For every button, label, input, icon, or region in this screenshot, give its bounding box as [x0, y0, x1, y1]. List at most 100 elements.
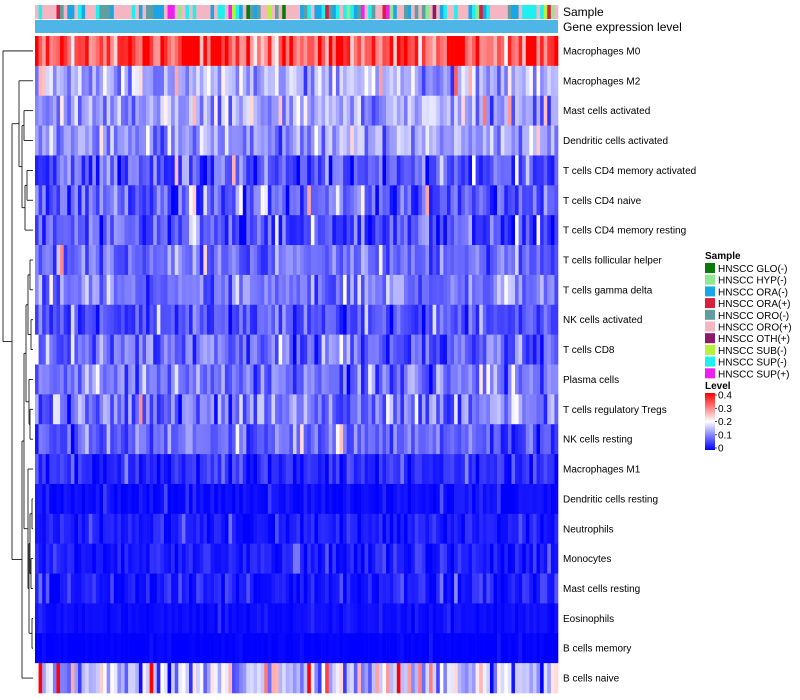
heatmap-cell — [332, 454, 337, 485]
heatmap-cell — [185, 245, 190, 276]
heatmap-cell — [550, 424, 555, 455]
heatmap-cell — [446, 513, 451, 544]
heatmap-cell — [375, 95, 380, 126]
heatmap-cell — [500, 185, 505, 216]
heatmap-cell — [189, 573, 193, 604]
heatmap-cell — [314, 304, 319, 335]
heatmap-cell — [192, 215, 197, 246]
heatmap-cell — [357, 95, 362, 126]
heatmap-cell — [235, 424, 240, 455]
heatmap-cell — [547, 454, 552, 485]
heatmap-cell — [464, 394, 469, 425]
heatmap-cell — [289, 185, 294, 216]
heatmap-cell — [482, 483, 487, 515]
heatmap-cell — [214, 603, 218, 634]
heatmap-cell — [518, 304, 523, 335]
heatmap-cell — [515, 454, 519, 485]
heatmap-cell — [439, 394, 444, 425]
heatmap-cell — [386, 274, 390, 306]
heatmap-cell — [77, 603, 82, 634]
heatmap-cell — [174, 304, 179, 335]
heatmap-cell — [532, 513, 537, 544]
heatmap-cell — [149, 274, 154, 306]
heatmap-cell — [307, 185, 312, 216]
heatmap-cell — [468, 125, 473, 156]
heatmap-cell — [128, 125, 133, 156]
heatmap-cell — [400, 185, 405, 216]
heatmap-cell — [314, 215, 319, 246]
heatmap-cell — [339, 155, 344, 186]
heatmap-cell — [350, 125, 355, 156]
heatmap-cell — [296, 424, 301, 455]
heatmap-cell — [160, 573, 165, 604]
heatmap-cell — [386, 603, 390, 634]
heatmap-cell — [511, 663, 516, 694]
heatmap-cell — [56, 364, 61, 395]
heatmap-cell — [185, 304, 190, 335]
heatmap-cell — [282, 274, 287, 306]
heatmap-cell — [135, 394, 140, 425]
heatmap-cell — [414, 155, 419, 186]
heatmap-cell — [518, 155, 523, 186]
heatmap-cell — [343, 185, 347, 216]
heatmap-cell — [378, 125, 383, 156]
heatmap-cell — [192, 483, 197, 515]
heatmap-cell — [540, 364, 544, 395]
heatmap-cell — [368, 603, 373, 634]
heatmap-cell — [45, 215, 50, 246]
heatmap-cell — [360, 543, 365, 574]
heatmap-cell — [249, 543, 254, 574]
heatmap-cell — [550, 394, 555, 425]
heatmap-cell — [267, 95, 272, 126]
heatmap-cell — [346, 394, 351, 425]
heatmap-cell — [260, 513, 265, 544]
heatmap-cell — [289, 125, 294, 156]
heatmap-cell — [507, 215, 512, 246]
heatmap-cell — [142, 513, 147, 544]
heatmap-cell — [328, 543, 333, 574]
heatmap-cell — [353, 274, 358, 306]
heatmap-cell — [479, 245, 484, 276]
heatmap-cell — [92, 334, 97, 365]
heatmap-cell — [181, 394, 186, 425]
heatmap-cell — [328, 663, 333, 694]
heatmap-cell — [296, 633, 301, 664]
heatmap-cell — [382, 95, 387, 126]
heatmap-cell — [163, 543, 168, 574]
heatmap-cell — [511, 245, 516, 276]
heatmap-cell — [450, 274, 455, 306]
heatmap-cell — [217, 274, 222, 306]
heatmap-cell — [267, 454, 272, 485]
heatmap-cell — [203, 274, 208, 306]
heatmap-cell — [368, 245, 373, 276]
heatmap-cell — [224, 245, 229, 276]
heatmap-cell — [411, 215, 416, 246]
heatmap-cell — [314, 633, 319, 664]
heatmap-cell — [264, 125, 269, 156]
heatmap-cell — [282, 573, 287, 604]
heatmap-cell — [224, 155, 229, 186]
heatmap-cell — [131, 603, 136, 634]
heatmap-cell — [497, 36, 501, 67]
heatmap-cell — [99, 603, 104, 634]
heatmap-cell — [235, 155, 240, 186]
heatmap-cell — [450, 215, 455, 246]
heatmap-cell — [88, 454, 93, 485]
heatmap-cell — [99, 424, 104, 455]
heatmap-cell — [106, 36, 111, 67]
heatmap-cell — [439, 454, 444, 485]
heatmap-cell — [350, 245, 355, 276]
heatmap-cell — [532, 364, 537, 395]
heatmap-cell — [128, 95, 133, 126]
heatmap-cell — [429, 454, 433, 485]
heatmap-cell — [332, 215, 337, 246]
heatmap-cell — [124, 543, 129, 574]
heatmap-cell — [475, 215, 480, 246]
heatmap-cell — [468, 245, 473, 276]
heatmap-cell — [189, 334, 193, 365]
heatmap-cell — [500, 573, 505, 604]
heatmap-cell — [543, 65, 548, 97]
heatmap-cell — [267, 364, 272, 395]
heatmap-cell — [429, 513, 433, 544]
heatmap-cell — [267, 424, 272, 455]
